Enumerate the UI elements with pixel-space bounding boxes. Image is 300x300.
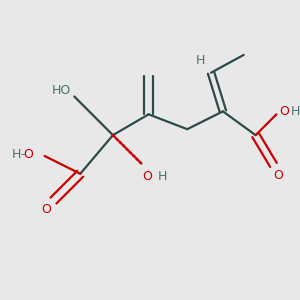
Text: O: O xyxy=(142,170,152,183)
Text: H: H xyxy=(12,148,21,161)
Text: H: H xyxy=(291,105,300,118)
Text: O: O xyxy=(23,148,33,161)
Text: H: H xyxy=(196,54,205,67)
Text: H: H xyxy=(157,170,167,183)
Text: -: - xyxy=(20,148,25,161)
Text: O: O xyxy=(41,203,51,216)
Text: O: O xyxy=(279,105,289,118)
Text: O: O xyxy=(273,169,283,182)
Text: HO: HO xyxy=(52,84,71,97)
